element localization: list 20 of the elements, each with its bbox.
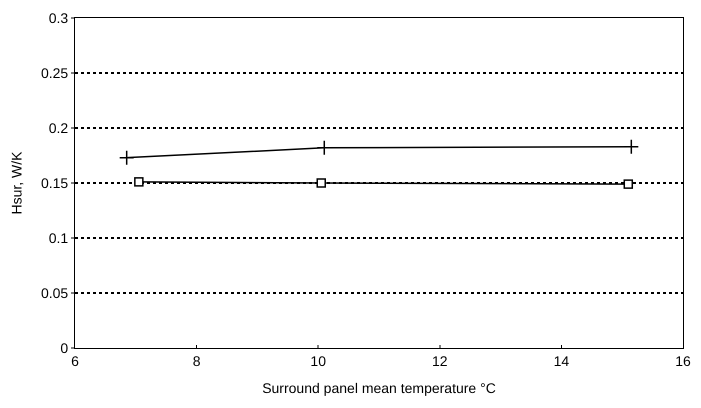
y-tick-label: 0.25 bbox=[40, 64, 68, 81]
y-tick-label: 0.15 bbox=[40, 174, 68, 191]
y-tick-label: 0 bbox=[60, 340, 68, 356]
point bbox=[624, 138, 640, 154]
y-tick-label: 0.05 bbox=[40, 284, 68, 301]
point bbox=[316, 178, 326, 188]
x-tick-label: 12 bbox=[432, 352, 448, 369]
x-axis-title: Surround panel mean temperature °C bbox=[262, 380, 496, 396]
y-tick-label: 0.2 bbox=[48, 120, 68, 136]
point bbox=[118, 150, 134, 166]
point bbox=[134, 177, 144, 187]
x-tick-label: 14 bbox=[554, 352, 570, 369]
x-tick-label: 6 bbox=[71, 352, 80, 369]
x-tick-label: 16 bbox=[675, 352, 691, 369]
x-tick-label: 10 bbox=[310, 352, 326, 369]
point bbox=[624, 179, 634, 189]
y-tick-label: 0.3 bbox=[48, 10, 68, 26]
y-axis-title: Hsur, W/K bbox=[8, 150, 25, 215]
y-tick-label: 0.1 bbox=[48, 230, 68, 246]
x-tick-label: 8 bbox=[192, 352, 201, 369]
